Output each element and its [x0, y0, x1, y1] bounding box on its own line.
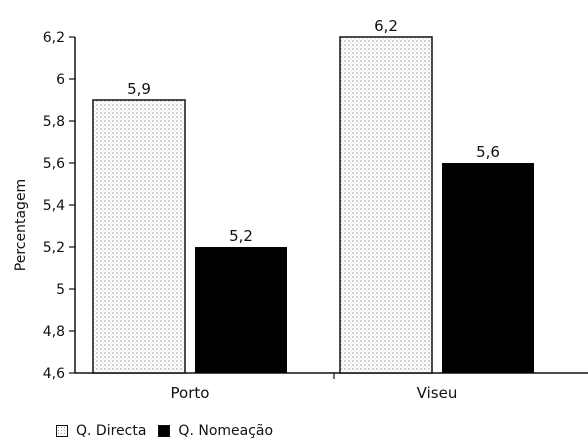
y-tick-label: 4,6 [43, 366, 65, 382]
y-tick-label: 5 [56, 282, 65, 298]
x-tick-label: Porto [171, 384, 210, 402]
legend-swatch-q-directa [56, 425, 68, 437]
legend-label-q-directa: Q. Directa [76, 423, 147, 439]
bar-porto-q-directa [92, 99, 186, 374]
legend-swatch-q-nomeacao [158, 425, 171, 437]
y-tick-label: 5,8 [43, 114, 65, 130]
y-tick-label: 5,6 [43, 156, 65, 172]
legend: Q. Directa Q. Nomeação [56, 423, 273, 439]
y-tick-label: 6,2 [43, 30, 65, 46]
y-tick-label: 6 [56, 72, 65, 88]
data-label: 5,6 [476, 143, 500, 161]
x-tick-label: Viseu [417, 384, 458, 402]
data-label: 5,9 [127, 80, 151, 98]
legend-label-q-nomeacao: Q. Nomeação [178, 423, 274, 439]
data-label: 6,2 [374, 17, 398, 35]
bar-viseu-q-directa [339, 36, 433, 374]
y-tick-label: 4,8 [43, 324, 65, 340]
bar-porto-q-nomeacao [195, 247, 287, 373]
data-label: 5,2 [229, 227, 253, 245]
legend-item-q-nomeacao: Q. Nomeação [158, 423, 273, 439]
y-tick-label: 5,2 [43, 240, 65, 256]
y-tick-label: 5,4 [43, 198, 65, 214]
legend-item-q-directa: Q. Directa [56, 423, 146, 439]
y-axis-label: Percentagem [13, 179, 29, 271]
bar-viseu-q-nomeacao [442, 163, 534, 373]
